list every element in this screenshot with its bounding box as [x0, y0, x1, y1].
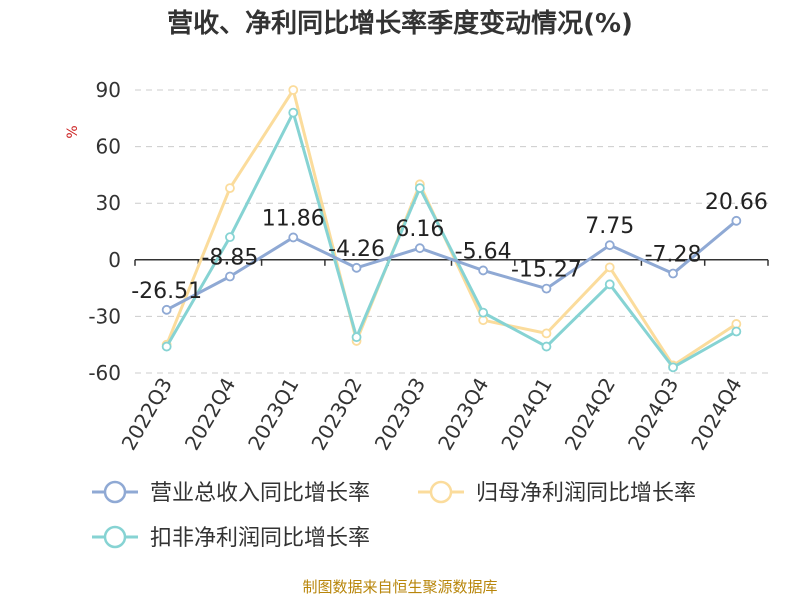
data-point[interactable]	[225, 183, 235, 194]
data-point[interactable]	[541, 341, 552, 352]
series-line	[165, 88, 738, 367]
legend-marker	[429, 480, 453, 504]
data-point[interactable]	[225, 271, 235, 282]
data-point[interactable]	[351, 262, 362, 273]
legend-marker	[103, 525, 127, 549]
data-point[interactable]	[668, 268, 678, 279]
data-label: -15.27	[511, 258, 582, 283]
data-point[interactable]	[161, 341, 172, 352]
data-point[interactable]	[288, 85, 299, 95]
legend-item[interactable]: 扣非净利润同比增长率	[92, 525, 370, 551]
y-axis-label: %	[65, 125, 81, 138]
series-line	[165, 111, 738, 369]
y-tick-label: -30	[88, 304, 121, 328]
data-point[interactable]	[668, 362, 678, 373]
data-label: -5.64	[455, 239, 512, 264]
grid	[135, 89, 768, 374]
x-tick-label: 2024Q4	[686, 374, 746, 455]
data-label: -4.26	[328, 237, 385, 262]
legend-label: 扣非净利润同比增长率	[150, 526, 370, 551]
data-point[interactable]	[161, 304, 172, 315]
y-tick-label: -60	[88, 361, 121, 385]
data-point[interactable]	[604, 240, 615, 251]
legend-item[interactable]: 营业总收入同比增长率	[92, 480, 370, 506]
data-point[interactable]	[351, 332, 362, 343]
x-tick-label: 2024Q2	[560, 374, 620, 455]
y-tick-label: 0	[108, 248, 121, 272]
x-tick-label: 2023Q2	[306, 374, 366, 455]
y-tick-label: 60	[96, 135, 121, 159]
data-point[interactable]	[288, 107, 299, 118]
data-label: 20.66	[705, 190, 768, 215]
data-point[interactable]	[541, 328, 552, 339]
data-label: 7.75	[585, 214, 634, 239]
x-tick-label: 2022Q3	[117, 374, 177, 455]
x-tick-label: 2023Q3	[370, 374, 430, 455]
source-note: 制图数据来自恒生聚源数据库	[302, 578, 497, 596]
data-point[interactable]	[478, 307, 489, 318]
data-label: -26.51	[131, 279, 202, 304]
y-tick-label: 30	[96, 191, 121, 215]
data-point[interactable]	[225, 232, 235, 243]
series-line	[165, 219, 738, 312]
data-point[interactable]	[288, 232, 299, 243]
x-tick-label: 2023Q1	[243, 374, 303, 455]
data-point[interactable]	[414, 183, 425, 194]
x-tick-label: 2024Q3	[623, 374, 683, 455]
legend-item[interactable]: 归母净利润同比增长率	[418, 480, 696, 506]
legend-marker	[103, 480, 127, 504]
data-point[interactable]	[414, 243, 425, 254]
legend-label: 归母净利润同比增长率	[476, 481, 696, 506]
data-point[interactable]	[731, 326, 742, 337]
series-group	[161, 85, 742, 373]
data-point[interactable]	[478, 265, 489, 276]
legend-label: 营业总收入同比增长率	[150, 481, 370, 506]
data-label: -8.85	[201, 245, 258, 270]
data-label: -7.28	[645, 243, 702, 268]
x-tick-label: 2023Q4	[433, 374, 493, 455]
data-point[interactable]	[604, 262, 615, 273]
data-label: 11.86	[262, 206, 325, 231]
data-label: 6.16	[395, 217, 444, 242]
x-tick-label: 2022Q4	[180, 374, 240, 455]
x-tick-label: 2024Q1	[496, 374, 556, 455]
data-point[interactable]	[731, 215, 742, 226]
data-point[interactable]	[541, 283, 552, 294]
data-point[interactable]	[604, 279, 615, 290]
chart-title: 营收、净利同比增长率季度变动情况(%)	[167, 8, 633, 39]
y-tick-label: 90	[96, 78, 121, 102]
